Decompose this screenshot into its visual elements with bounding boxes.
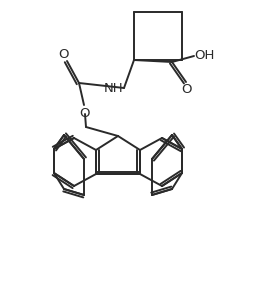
Text: O: O <box>58 47 68 60</box>
Text: NH: NH <box>104 82 124 95</box>
Text: O: O <box>80 107 90 120</box>
Text: OH: OH <box>194 48 214 62</box>
Text: O: O <box>182 83 192 95</box>
